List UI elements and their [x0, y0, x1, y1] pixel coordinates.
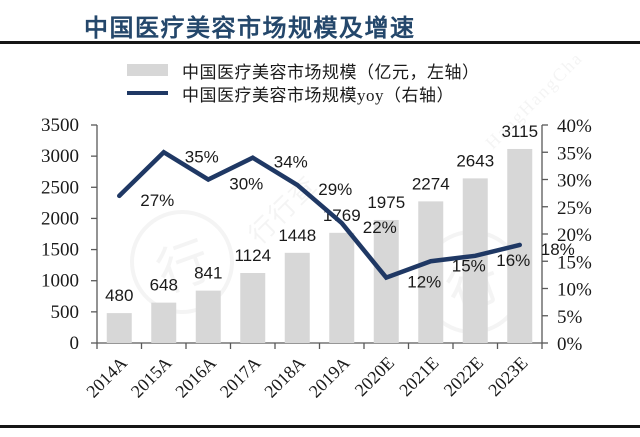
chart-legend: 中国医疗美容市场规模（亿元，左轴） 中国医疗美容市场规模yoy（右轴）	[127, 61, 480, 105]
yoy-value-label: 30%	[229, 175, 263, 194]
bar	[373, 219, 399, 343]
x-axis-category-label: 2023E	[484, 353, 531, 400]
legend-label-line-series: 中国医疗美容市场规模yoy（右轴）	[182, 85, 454, 105]
top-divider	[0, 41, 640, 44]
right-axis-tick-label: 40%	[557, 116, 592, 137]
bar-value-label: 1975	[367, 193, 405, 212]
yoy-value-label: 12%	[407, 273, 441, 292]
bar-value-label: 2274	[412, 174, 450, 193]
x-axis-category-label: 2020E	[351, 353, 398, 400]
right-axis-tick-label: 0%	[557, 334, 583, 355]
yoy-value-label: 22%	[363, 218, 397, 237]
bar	[284, 252, 310, 343]
left-axis-tick-label: 2500	[41, 177, 79, 198]
right-axis-tick-label: 5%	[557, 307, 583, 328]
yoy-value-label: 34%	[274, 153, 308, 172]
yoy-value-label: 16%	[496, 251, 530, 270]
x-axis-category-label: 2014A	[82, 353, 131, 402]
bar-value-label: 480	[105, 286, 133, 305]
right-axis-tick-label: 20%	[557, 225, 592, 246]
bar	[329, 232, 355, 343]
bar-value-label: 648	[150, 276, 178, 295]
yoy-value-label: 29%	[318, 180, 352, 199]
x-axis-category-label: 2017A	[216, 353, 265, 402]
bar-value-label: 3115	[501, 122, 538, 141]
left-axis-tick-label: 1500	[41, 240, 79, 261]
left-axis-tick-label: 1000	[41, 271, 79, 292]
line-series-swatch-icon	[127, 91, 168, 95]
legend-item-line-series: 中国医疗美容市场规模yoy（右轴）	[127, 84, 480, 105]
yoy-value-label: 15%	[452, 256, 486, 275]
right-axis-tick-label: 30%	[557, 171, 592, 192]
yoy-value-label: 35%	[185, 147, 219, 166]
right-axis-tick-label: 35%	[557, 143, 592, 164]
bar-value-label: 1124	[234, 246, 271, 265]
bottom-divider	[0, 425, 640, 428]
chart-title: 中国医疗美容市场规模及增速	[84, 16, 416, 42]
x-axis-category-label: 2019A	[305, 353, 354, 402]
yoy-value-label: 18%	[541, 240, 575, 259]
bar-value-label: 1448	[278, 226, 316, 245]
right-axis-tick-label: 10%	[557, 280, 592, 301]
x-axis-category-label: 2021E	[395, 353, 442, 400]
left-axis-tick-label: 500	[51, 302, 80, 323]
bar-value-label: 841	[194, 264, 222, 283]
left-axis-tick-label: 2000	[41, 208, 79, 229]
legend-item-bar-series: 中国医疗美容市场规模（亿元，左轴）	[127, 61, 480, 82]
bar	[462, 178, 488, 343]
bar-value-label: 2643	[456, 151, 494, 170]
bar	[106, 313, 132, 343]
right-axis-tick-label: 25%	[557, 198, 592, 219]
bar-series-swatch-icon	[127, 64, 168, 76]
x-axis-category-label: 2022E	[440, 353, 487, 400]
x-axis-category-label: 2016A	[171, 353, 220, 402]
bar	[195, 290, 221, 343]
left-axis-tick-label: 3500	[41, 115, 79, 136]
bar	[418, 201, 444, 343]
yoy-value-label: 27%	[140, 191, 174, 210]
x-axis-category-label: 2015A	[127, 353, 176, 402]
right-axis-tick-label: 15%	[557, 252, 592, 273]
left-axis-tick-label: 3000	[41, 146, 79, 167]
bar	[151, 302, 177, 343]
yoy-line	[117, 149, 522, 281]
bar-value-label: 1769	[323, 206, 361, 225]
legend-label-bar-series: 中国医疗美容市场规模（亿元，左轴）	[182, 62, 480, 82]
x-axis-category-label: 2018A	[260, 353, 309, 402]
left-axis-tick-label: 0	[70, 333, 80, 354]
bar	[240, 272, 266, 343]
